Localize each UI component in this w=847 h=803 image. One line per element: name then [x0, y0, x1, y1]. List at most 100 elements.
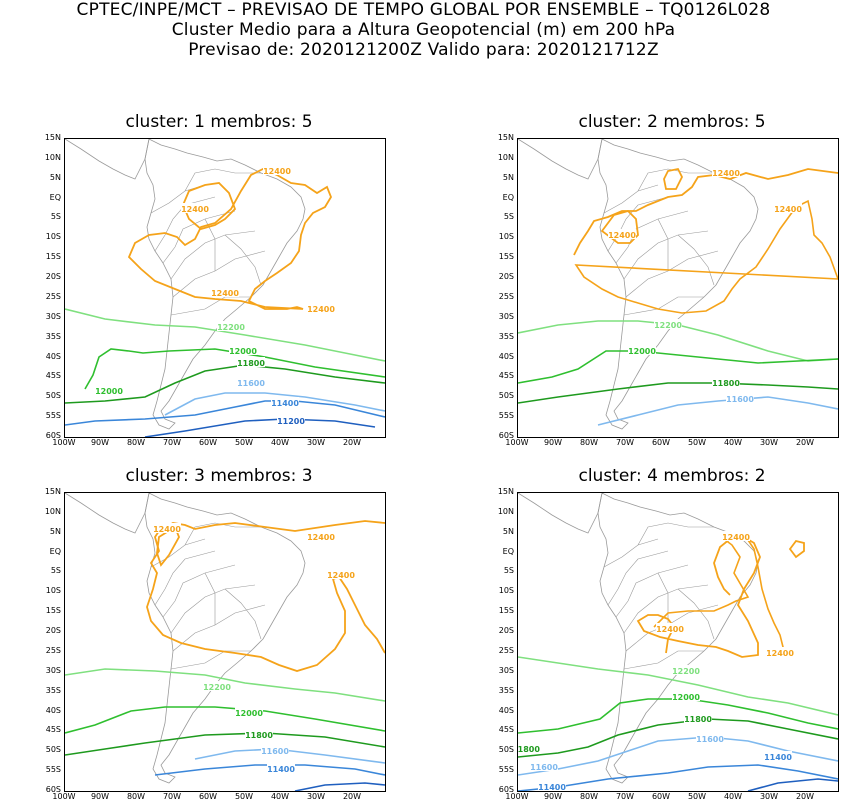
lon-tick-label: 30W: [759, 792, 779, 801]
contour-11800: [65, 364, 385, 404]
contour-label-bg: [203, 681, 231, 691]
country-border: [623, 296, 704, 316]
country-border: [637, 168, 714, 192]
header-line-3: Previsao de: 2020121200Z Valido para: 20…: [188, 40, 659, 60]
contour-12400: [127, 168, 333, 310]
country-border: [603, 184, 659, 214]
lat-tick-label: 15N: [44, 133, 61, 142]
contour-label-bg: [696, 733, 724, 743]
lat-tick-label: 20S: [498, 626, 514, 636]
contour-11400: [65, 400, 385, 426]
lon-tick-label: 20W: [342, 438, 362, 447]
lat-tick-label: 40S: [45, 705, 61, 715]
contour-label-bg: [722, 531, 750, 541]
contour-12400: [653, 536, 785, 652]
lon-tick-label: 70W: [615, 792, 635, 801]
lat-tick-label: 35S: [45, 685, 61, 695]
lat-tick-label: 15S: [45, 252, 61, 262]
contour-label: 12400: [307, 305, 335, 314]
contour-label-bg: [538, 781, 566, 791]
lat-tick-label: EQ: [502, 546, 514, 556]
lat-tick-label: 35S: [498, 331, 514, 341]
contour-11600: [194, 748, 385, 764]
panel-title: cluster: 1 membros: 5: [125, 112, 313, 132]
contour-12200: [65, 668, 385, 702]
contour-12400: [636, 536, 761, 658]
country-border: [170, 296, 251, 316]
lat-tick-label: EQ: [49, 192, 61, 202]
contour-label-bg: [267, 763, 295, 773]
lon-tick-label: 50W: [234, 792, 254, 801]
contour-label-bg: [307, 303, 335, 313]
contour-label-bg: [237, 377, 265, 387]
contour-11800: [65, 732, 385, 756]
lat-tick-label: 60S: [45, 785, 61, 794]
lat-tick-label: 15N: [497, 133, 514, 142]
contour-label: 12400: [712, 169, 740, 178]
contour-12400: [146, 530, 385, 672]
contour-label: 12000: [95, 387, 123, 396]
contour-label: 12200: [217, 323, 245, 332]
lon-tick-label: 60W: [198, 438, 218, 447]
lon-tick-label: 70W: [615, 438, 635, 447]
lon-tick-label: 60W: [651, 438, 671, 447]
lon-tick-label: 50W: [234, 438, 254, 447]
country-border: [170, 230, 256, 280]
contour-label: 12200: [654, 321, 682, 330]
lat-tick-label: 15S: [45, 606, 61, 616]
lat-tick-label: 50S: [45, 745, 61, 755]
contour-label-bg: [271, 397, 299, 407]
contour-label: 11400: [764, 753, 792, 762]
country-border: [162, 210, 236, 264]
lat-tick-label: 50S: [45, 391, 61, 401]
lat-tick-label: 60S: [45, 431, 61, 440]
lon-tick-label: 90W: [90, 792, 110, 801]
contour-label-bg: [153, 523, 181, 533]
lon-tick-label: 40W: [270, 792, 290, 801]
contour-12000: [518, 350, 838, 384]
country-border: [204, 572, 216, 625]
country-border: [154, 550, 216, 606]
lat-tick-label: EQ: [502, 192, 514, 202]
lon-tick-label: 50W: [687, 792, 707, 801]
contour-label-bg: [712, 377, 740, 387]
header-line-1: CPTEC/INPE/MCT – PREVISAO DE TEMPO GLOBA…: [76, 0, 771, 20]
contour-label-bg: [235, 707, 263, 717]
lat-tick-label: 5S: [50, 212, 61, 222]
lon-tick-label: 100W: [505, 792, 529, 801]
contour-label: 12000: [229, 347, 257, 356]
panel-title: cluster: 2 membros: 5: [578, 112, 766, 132]
lon-tick-label: 100W: [52, 792, 76, 801]
map-plot: 12400 12400 12400 12200 12000 11800 11800 11600…: [517, 492, 839, 792]
lat-tick-label: 5N: [502, 526, 514, 536]
contour-label: 11800: [712, 379, 740, 388]
country-border: [657, 218, 669, 271]
lon-tick-label: 60W: [651, 792, 671, 801]
contour-label-bg: [608, 229, 636, 239]
contour-label-bg: [774, 203, 802, 213]
contour-label: 12400: [181, 205, 209, 214]
lat-tick-label: 25S: [498, 291, 514, 301]
contour-label: 11600: [237, 379, 265, 388]
contour-label: 12000: [628, 347, 656, 356]
contour-label: 12400: [656, 625, 684, 634]
contour-label: 12400: [722, 533, 750, 542]
lat-tick-label: 5S: [50, 566, 61, 576]
lat-tick-label: 45S: [498, 371, 514, 381]
contour-label: 12400: [327, 571, 355, 580]
lon-tick-label: 40W: [270, 438, 290, 447]
contour-label: 12400: [608, 231, 636, 240]
lat-tick-label: 5N: [49, 172, 61, 182]
lat-tick-label: 10S: [45, 586, 61, 596]
contour-12400: [663, 167, 684, 190]
lat-tick-label: 60S: [498, 785, 514, 794]
contour-12000: [65, 706, 385, 734]
contour-label: 11600: [726, 395, 754, 404]
coastline: [597, 493, 759, 784]
country-border: [170, 650, 251, 670]
lat-tick-label: 55S: [498, 411, 514, 421]
header-line-2: Cluster Medio para a Altura Geopotencial…: [171, 20, 676, 40]
lat-tick-label: 45S: [498, 725, 514, 735]
lat-tick-label: 5S: [503, 566, 514, 576]
contour-11600: [518, 736, 838, 776]
